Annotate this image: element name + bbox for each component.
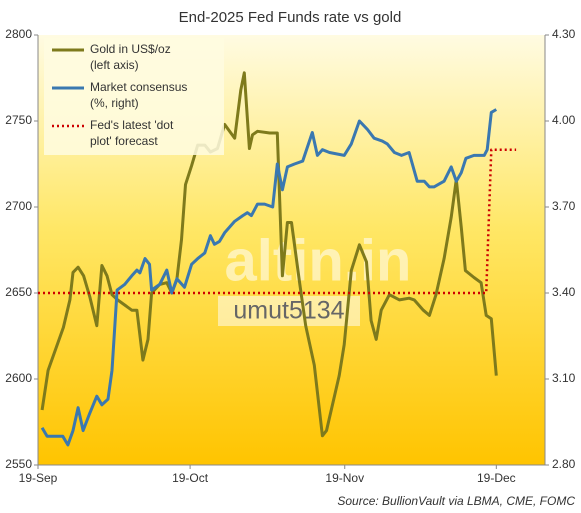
y2-tick-label: 3.40 <box>552 285 576 299</box>
x-tick-label: 19-Sep <box>19 471 58 485</box>
chart-title: End-2025 Fed Funds rate vs gold <box>179 9 402 26</box>
y2-tick-label: 4.30 <box>552 27 576 41</box>
series-line <box>40 108 498 447</box>
x-tick-label: 19-Nov <box>325 471 364 485</box>
legend-box <box>44 38 224 155</box>
y2-tick-label: 2.80 <box>552 457 576 471</box>
y-tick-label: 2550 <box>5 457 32 471</box>
legend-label: Market consensus (%, right) <box>90 80 187 110</box>
x-tick-label: 19-Dec <box>477 471 516 485</box>
y-tick-label: 2650 <box>5 285 32 299</box>
legend: Gold in US$/oz (left axis) Market consensu… <box>44 38 224 155</box>
watermark-box <box>218 296 360 326</box>
y-tick-label: 2600 <box>5 371 32 385</box>
watermark: altin.in <box>225 228 412 293</box>
y-tick-label: 2800 <box>5 27 32 41</box>
legend-label: Gold in US$/oz (left axis) <box>90 42 171 72</box>
source: Source: BullionVault via LBMA, CME, FOMC <box>337 494 575 508</box>
y-tick-label: 2700 <box>5 199 32 213</box>
y2-tick-label: 3.70 <box>552 199 576 213</box>
y2-tick-label: 3.10 <box>552 371 576 385</box>
x-tick-label: 19-Oct <box>172 471 209 485</box>
y2-tick-label: 4.00 <box>552 113 576 127</box>
watermark: umut5134 <box>233 297 344 325</box>
legend-label: Fed's latest 'dot plot' forecast <box>90 118 174 148</box>
y-tick-label: 2750 <box>5 113 32 127</box>
